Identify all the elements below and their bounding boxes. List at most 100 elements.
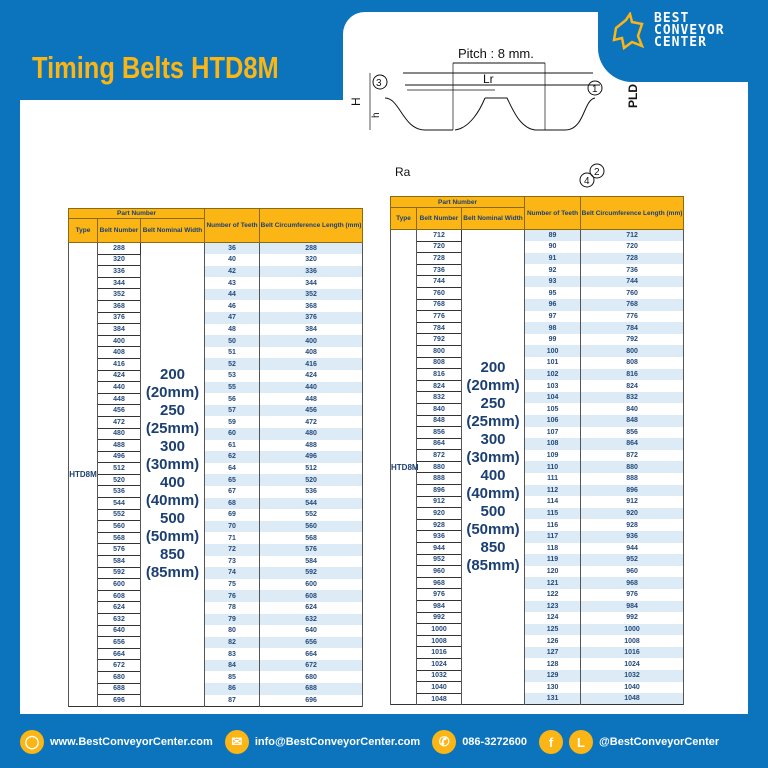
- length-cell: 720: [580, 241, 685, 253]
- website-link[interactable]: www.BestConveyorCenter.com: [50, 736, 213, 748]
- teeth-cell: 82: [204, 636, 261, 649]
- table-row: 728 91 728: [391, 252, 685, 265]
- belt-number-cell: 592: [97, 566, 141, 580]
- teeth-cell: 43: [204, 277, 261, 289]
- length-cell: 584: [259, 555, 364, 568]
- table-row: 352 44 352: [69, 288, 364, 301]
- brand-logo: BEST CONVEYOR CENTER: [612, 12, 725, 50]
- length-cell: 384: [259, 323, 364, 336]
- callout-3: [372, 74, 388, 90]
- teeth-cell: 86: [204, 683, 261, 695]
- table-row: 936 117 936: [391, 530, 685, 544]
- teeth-cell: 71: [204, 532, 261, 544]
- belt-number-cell: 808: [416, 356, 462, 370]
- table-row: 552 69 552: [69, 508, 364, 522]
- table-row: 968 121 968: [391, 576, 685, 590]
- teeth-cell: 40: [204, 254, 261, 266]
- belt-number-cell: 720: [416, 240, 462, 254]
- length-cell: 456: [259, 404, 364, 417]
- length-cell: 632: [259, 613, 364, 626]
- teeth-cell: 128: [524, 658, 582, 671]
- belt-number-cell: 1032: [416, 669, 462, 683]
- belt-number-cell: 1040: [416, 681, 462, 694]
- table-row: 520 65 520: [69, 473, 364, 487]
- teeth-cell: 107: [524, 426, 582, 439]
- belt-number-cell: 848: [416, 414, 462, 428]
- teeth-header: Number of Teeth: [524, 196, 582, 230]
- teeth-cell: 125: [524, 623, 582, 636]
- belt-number-cell: 960: [416, 565, 462, 578]
- length-header: Belt Circumference Length (mm): [259, 208, 364, 243]
- teeth-cell: 129: [524, 670, 582, 682]
- belt-number-cell: 560: [97, 520, 141, 533]
- teeth-cell: 119: [524, 554, 582, 566]
- table-row: 592 74 592: [69, 566, 364, 580]
- length-cell: 1000: [580, 623, 685, 636]
- teeth-cell: 118: [524, 542, 582, 555]
- logo-emblem-icon: [612, 12, 645, 50]
- facebook-icon[interactable]: f: [539, 730, 564, 754]
- width-option: 500: [160, 510, 186, 528]
- teeth-cell: 78: [204, 601, 261, 614]
- length-cell: 864: [580, 438, 685, 450]
- ra-label: Ra: [395, 165, 411, 179]
- teeth-cell: 130: [524, 681, 582, 694]
- belt-number-header: Belt Number: [97, 218, 141, 243]
- table-row: HTD8M 712 200 (20mm) 250 (25mm) 300 (30mm) 400 (4…: [390, 229, 685, 705]
- teeth-cell: 36: [204, 242, 261, 255]
- logo-line-3: CENTER: [654, 35, 707, 50]
- length-cell: 544: [259, 497, 364, 510]
- length-cell: 712: [580, 229, 685, 242]
- logo-background: [598, 0, 768, 82]
- belt-number-cell: 448: [97, 392, 141, 406]
- teeth-cell: 83: [204, 648, 261, 660]
- belt-number-cell: 1008: [416, 634, 462, 648]
- teeth-cell: 101: [524, 357, 582, 369]
- belt-number-cell: 608: [97, 589, 141, 603]
- length-cell: 688: [259, 683, 364, 695]
- width-option: 400: [480, 467, 506, 485]
- table-row: 584 73 584: [69, 555, 364, 568]
- length-cell: 496: [259, 451, 364, 463]
- table-row: HTD8M 288 200 (20mm) 250 (25mm) 300 (30mm) 400 (4…: [68, 242, 364, 707]
- table-row: 544 68 544: [69, 497, 364, 510]
- social-handle[interactable]: @BestConveyorCenter: [599, 736, 720, 748]
- belt-number-cell: 952: [416, 553, 462, 567]
- table-row: 864 108 864: [391, 437, 685, 451]
- length-cell: 776: [580, 310, 685, 323]
- logo-line-2: CONVEYOR: [654, 23, 725, 38]
- line-icon[interactable]: L: [569, 730, 594, 754]
- phone-number[interactable]: 086-3272600: [462, 736, 528, 748]
- table-row: 1016 127 1016: [391, 646, 685, 659]
- width-option: (30mm): [466, 449, 520, 467]
- teeth-cell: 67: [204, 485, 261, 498]
- callout-2: [589, 163, 605, 179]
- teeth-cell: 115: [524, 507, 582, 520]
- belt-number-cell: 288: [97, 242, 141, 255]
- belt-number-cell: 760: [416, 286, 462, 300]
- belt-number-cell: 640: [97, 624, 141, 638]
- footer-contacts: ◯ www.BestConveyorCenter.com ✉ info@Best…: [20, 730, 725, 754]
- length-cell: 832: [580, 391, 685, 404]
- belt-number-cell: 1000: [416, 623, 462, 636]
- table-row: 560 70 560: [69, 520, 364, 533]
- belt-table-right: Part Number Number of Teeth Belt Circumfer…: [389, 196, 685, 706]
- table-row: 568 71 568: [69, 531, 364, 545]
- belt-number-cell: 400: [97, 334, 141, 348]
- length-cell: 896: [580, 484, 685, 497]
- length-cell: 344: [259, 277, 364, 289]
- table-row: 960 120 960: [391, 565, 685, 578]
- h-label: h: [371, 112, 382, 118]
- logo-line-1: BEST: [654, 11, 690, 26]
- belt-number-cell: 672: [97, 659, 141, 672]
- email-link[interactable]: info@BestConveyorCenter.com: [254, 736, 421, 748]
- table-row: 680 85 680: [69, 670, 364, 684]
- belt-number-cell: 824: [416, 379, 462, 393]
- belt-number-cell: 744: [416, 275, 462, 288]
- teeth-cell: 105: [524, 403, 582, 415]
- length-cell: 880: [580, 461, 685, 473]
- table-row: 992 124 992: [391, 611, 685, 625]
- teeth-cell: 73: [204, 555, 261, 568]
- belt-number-cell: 768: [416, 298, 462, 312]
- table-row: 344 43 344: [69, 276, 364, 290]
